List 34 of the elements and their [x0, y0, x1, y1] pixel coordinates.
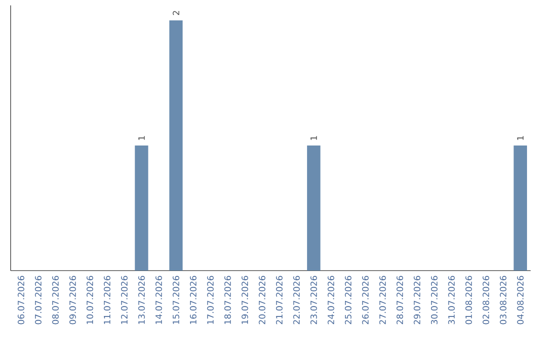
x-tick-label: 01.08.2026 [465, 276, 472, 324]
x-tick-label: 12.07.2026 [121, 276, 128, 324]
x-tick-label: 25.07.2026 [344, 276, 352, 324]
data-label: 2 [172, 11, 180, 16]
x-tick-label: 02.08.2026 [482, 276, 490, 324]
x-tick-label: 31.07.2026 [448, 276, 455, 324]
x-tick-label: 16.07.2026 [190, 276, 196, 324]
x-tick-label: 18.07.2026 [224, 276, 231, 324]
x-tick-label: 30.07.2026 [430, 276, 438, 324]
x-tick-label: 19.07.2026 [242, 276, 248, 324]
x-tick-label: 22.07.2026 [293, 276, 300, 324]
x-tick-label: 04.08.2026 [517, 276, 524, 324]
x-tick-label: 21.07.2026 [276, 276, 283, 324]
x-tick-label: 24.07.2026 [328, 276, 334, 324]
x-tick-label: 23.07.2026 [310, 276, 317, 324]
data-label: 1 [517, 136, 524, 140]
x-tick-label: 10.07.2026 [86, 276, 94, 324]
x-tick-label: 13.07.2026 [138, 276, 145, 324]
data-label: 1 [138, 136, 145, 140]
x-tick-label: 03.08.2026 [500, 276, 506, 324]
x-tick-label: 27.07.2026 [379, 276, 386, 324]
x-tick-label: 26.07.2026 [362, 276, 369, 324]
x-tick-label: 29.07.2026 [414, 276, 420, 324]
x-tick-label: 28.07.2026 [396, 276, 404, 324]
x-tick-label: 14.07.2026 [155, 276, 162, 324]
x-tick-label: 17.07.2026 [207, 276, 214, 324]
x-tick-label: 08.07.2026 [52, 276, 59, 324]
x-tick-label: 15.07.2026 [172, 276, 180, 324]
x-tick-label: 20.07.2026 [258, 276, 266, 324]
x-tick-label: 06.07.2026 [18, 276, 24, 324]
x-tick-label: 09.07.2026 [69, 276, 76, 324]
x-tick-label: 11.07.2026 [104, 276, 110, 324]
x-tick-label: 07.07.2026 [34, 276, 42, 324]
data-label: 1 [310, 136, 317, 140]
